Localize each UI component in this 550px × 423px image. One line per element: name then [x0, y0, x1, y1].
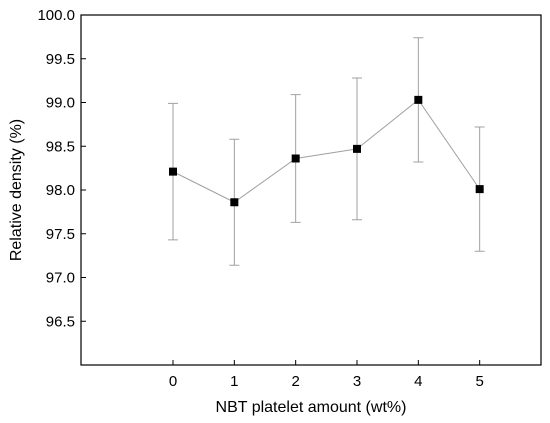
data-point — [475, 185, 484, 194]
x-tick-label: 4 — [414, 373, 422, 390]
plot-frame — [80, 14, 542, 366]
data-point — [353, 144, 361, 153]
y-tick-label: 99.5 — [46, 51, 75, 68]
x-tick-label: 1 — [230, 373, 238, 390]
data-point — [230, 198, 239, 207]
x-axis-label: NBT platelet amount (wt%) — [216, 399, 407, 416]
x-axis-ticks: 0 1 2 3 4 5 — [169, 360, 484, 390]
x-tick-label: 2 — [291, 373, 299, 390]
y-tick-label: 98.0 — [46, 182, 75, 199]
series-polyline — [172, 99, 481, 203]
series-line — [172, 99, 481, 203]
data-point — [291, 154, 300, 163]
data-point — [169, 167, 177, 176]
error-bars — [168, 37, 485, 266]
data-point — [414, 95, 423, 104]
y-tick-label: 96.5 — [46, 313, 75, 330]
x-tick-label: 3 — [353, 373, 361, 390]
y-tick-label: 97.5 — [46, 226, 75, 243]
y-axis-ticks: 96.5 97.0 97.5 98.0 98.5 99.0 99.5 100.0 — [37, 7, 86, 330]
y-tick-label: 98.5 — [46, 138, 75, 155]
x-tick-label: 0 — [169, 373, 177, 390]
y-tick-label: 97.0 — [46, 270, 75, 287]
data-points — [169, 95, 484, 207]
x-tick-label: 5 — [475, 373, 483, 390]
y-tick-label: 100.0 — [37, 7, 75, 24]
y-axis-label: Relative density (%) — [8, 119, 25, 261]
y-tick-label: 99.0 — [46, 95, 75, 112]
